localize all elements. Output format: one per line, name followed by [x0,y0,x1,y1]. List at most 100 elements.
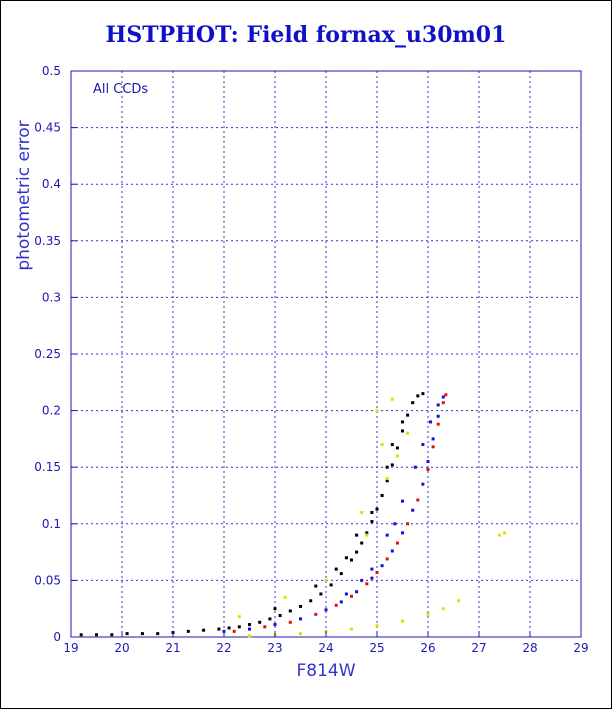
data-point [248,634,251,638]
y-axis-label: photometric error [14,120,34,270]
y-tick-label: 0.5 [42,64,61,78]
data-point [411,508,415,512]
data-point [355,590,359,594]
x-tick-label: 19 [63,641,78,655]
data-point [385,479,389,483]
data-point [406,413,410,417]
y-tick-label: 0.45 [34,121,61,135]
data-point [355,533,359,537]
data-point [299,604,302,608]
data-point [299,617,302,621]
data-point [401,531,404,535]
data-point [395,446,399,450]
chart-title: HSTPHOT: Field fornax_u30m01 [105,22,507,48]
y-tick-label: 0.1 [42,517,61,531]
x-tick-label: 23 [267,641,282,655]
data-point [365,531,369,535]
data-point [401,420,404,424]
y-tick-label: 0.25 [34,347,61,361]
y-tick-label: 0.35 [34,234,61,248]
data-point [375,507,379,511]
data-point [334,603,338,607]
data-point [95,633,98,637]
data-point [339,600,343,604]
x-tick-label: 20 [114,641,129,655]
data-point [380,494,384,497]
data-point [314,612,318,616]
x-tick-label: 24 [318,641,333,655]
data-point [324,578,328,582]
x-tick-label: 28 [522,641,537,655]
data-point [79,633,83,637]
x-tick-label: 22 [216,641,231,655]
data-point [258,620,262,624]
data-point [334,567,338,571]
data-point [237,615,241,619]
data-point [350,594,353,598]
data-point [413,465,417,469]
data-point [156,632,160,636]
data-point [436,422,440,426]
data-point [401,619,404,623]
data-point [431,445,435,449]
data-point [232,629,236,633]
data-point [365,533,369,537]
data-point [436,414,440,418]
data-point [429,420,433,424]
y-tick-label: 0.2 [42,404,61,418]
data-point [339,572,343,576]
data-point [268,617,272,621]
data-point [324,608,328,612]
y-tick-label: 0.05 [34,573,61,587]
data-point [385,557,389,561]
data-point [314,584,318,588]
x-tick-label: 26 [420,641,435,655]
data-point [273,623,277,627]
data-point [370,567,374,571]
data-point [416,394,420,398]
data-point [329,583,333,587]
y-tick-label: 0 [53,630,61,644]
data-point [360,578,364,582]
data-point [186,629,190,633]
x-axis-label: F814W [296,661,355,681]
data-point [395,454,399,458]
x-tick-label: 25 [369,641,384,655]
data-point [385,465,389,469]
data-point [370,510,374,514]
data-point [401,499,404,503]
data-point [217,627,221,631]
data-point [380,443,384,447]
data-point [319,592,323,596]
data-point [503,531,506,535]
data-point [288,620,292,624]
data-point [248,627,251,631]
data-point [431,437,435,441]
data-point [350,558,353,562]
data-point [421,443,425,447]
data-point [444,393,448,397]
data-point [248,623,251,627]
data-point [441,401,445,405]
data-point [416,498,420,502]
data-point [390,463,394,467]
data-point [380,564,384,568]
data-point [237,625,241,629]
data-point [370,576,374,580]
data-point [390,549,394,553]
data-point [140,632,144,636]
data-point [350,627,353,631]
data-point [360,510,364,514]
data-point [288,609,292,613]
data-point [385,477,389,481]
data-point [406,522,410,526]
data-point [125,632,129,636]
y-tick-label: 0.15 [34,460,61,474]
y-tick-label: 0.4 [42,177,61,191]
data-point [375,409,379,413]
data-point [344,592,348,596]
data-point [411,401,415,405]
data-point [263,625,267,629]
data-point [385,533,389,537]
data-point [309,599,313,603]
